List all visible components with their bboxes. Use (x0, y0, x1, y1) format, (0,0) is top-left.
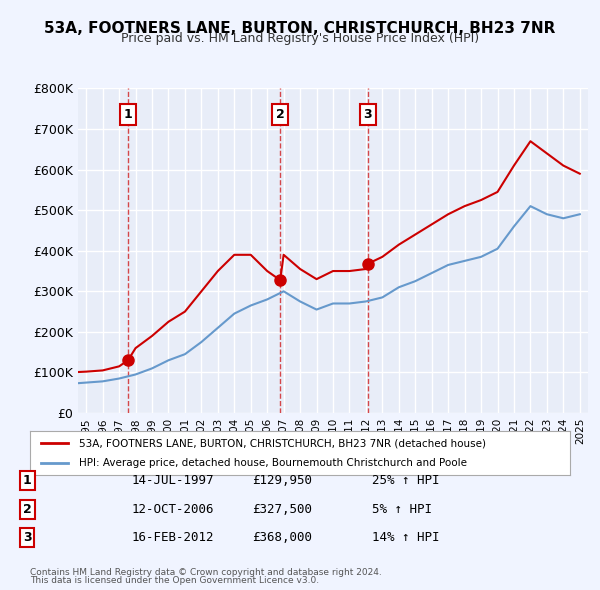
Text: Contains HM Land Registry data © Crown copyright and database right 2024.: Contains HM Land Registry data © Crown c… (30, 568, 382, 577)
Text: HPI: Average price, detached house, Bournemouth Christchurch and Poole: HPI: Average price, detached house, Bour… (79, 458, 467, 467)
Text: 1: 1 (124, 108, 133, 121)
Text: 3: 3 (23, 531, 31, 544)
Text: 2: 2 (23, 503, 31, 516)
Text: 2: 2 (276, 108, 284, 121)
Text: 3: 3 (364, 108, 372, 121)
Text: 25% ↑ HPI: 25% ↑ HPI (372, 474, 439, 487)
Text: 5% ↑ HPI: 5% ↑ HPI (372, 503, 432, 516)
Text: Price paid vs. HM Land Registry's House Price Index (HPI): Price paid vs. HM Land Registry's House … (121, 32, 479, 45)
Text: 53A, FOOTNERS LANE, BURTON, CHRISTCHURCH, BH23 7NR (detached house): 53A, FOOTNERS LANE, BURTON, CHRISTCHURCH… (79, 438, 485, 448)
Text: £129,950: £129,950 (252, 474, 312, 487)
Text: 1: 1 (23, 474, 31, 487)
Text: £327,500: £327,500 (252, 503, 312, 516)
Text: 14% ↑ HPI: 14% ↑ HPI (372, 531, 439, 544)
Text: 16-FEB-2012: 16-FEB-2012 (132, 531, 215, 544)
Text: 53A, FOOTNERS LANE, BURTON, CHRISTCHURCH, BH23 7NR: 53A, FOOTNERS LANE, BURTON, CHRISTCHURCH… (44, 21, 556, 35)
Text: 12-OCT-2006: 12-OCT-2006 (132, 503, 215, 516)
Text: £368,000: £368,000 (252, 531, 312, 544)
Text: 14-JUL-1997: 14-JUL-1997 (132, 474, 215, 487)
Text: This data is licensed under the Open Government Licence v3.0.: This data is licensed under the Open Gov… (30, 576, 319, 585)
